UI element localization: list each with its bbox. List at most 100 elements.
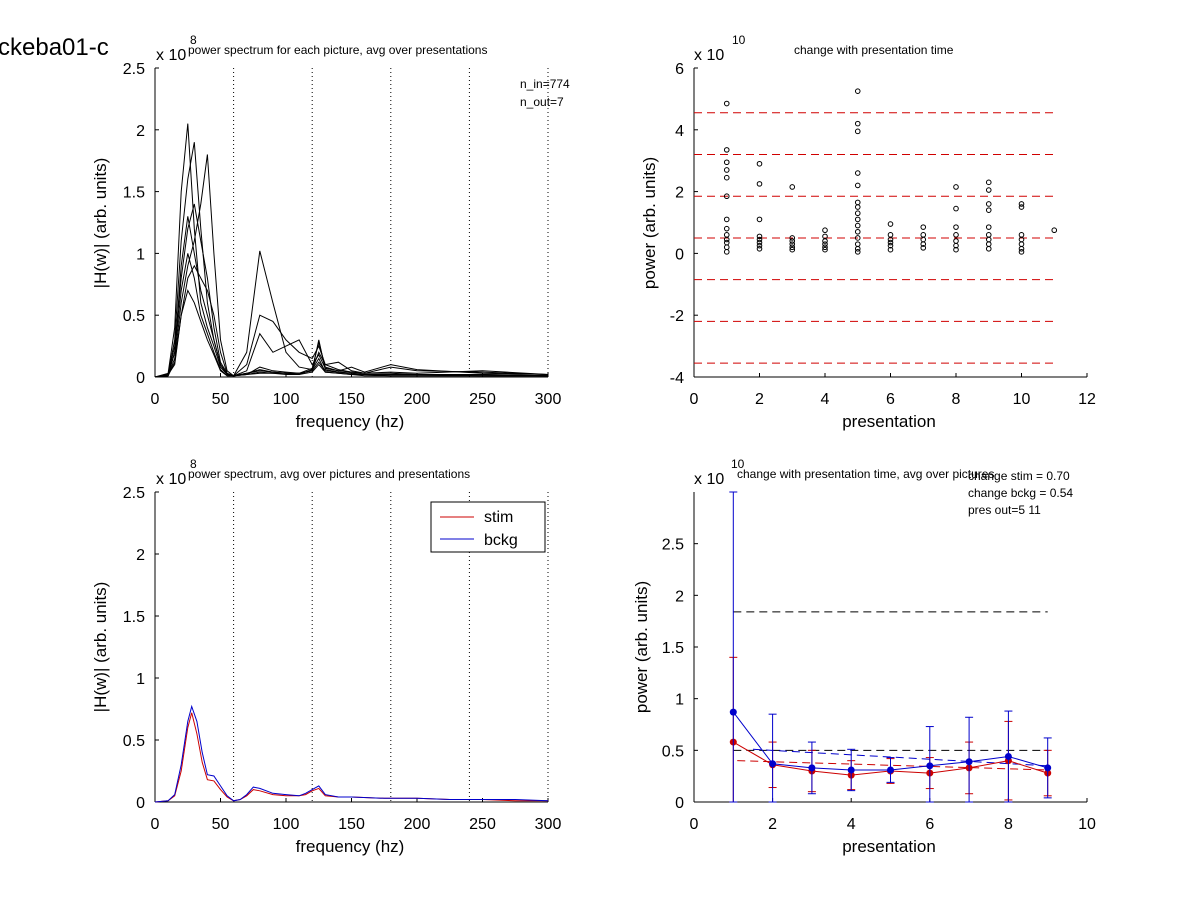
chart-title: change with presentation time, avg over …: [737, 467, 994, 481]
scatter-point: [723, 232, 730, 238]
scatter-point: [985, 187, 992, 193]
legend-label-stim: stim: [484, 509, 513, 526]
y-tick-label: 2.5: [123, 61, 145, 78]
scatter-point: [822, 227, 828, 234]
scatter-point: [723, 147, 730, 153]
scatter-point: [985, 224, 992, 230]
annotation-n-out: n_out=7: [520, 95, 564, 109]
scatter-point: [756, 216, 763, 223]
scatter-point: [920, 236, 927, 243]
x-tick-label: 0: [151, 816, 160, 833]
scatter-point: [756, 160, 763, 167]
scatter-point: [887, 221, 894, 227]
series-line-4: [154, 250, 549, 378]
x-tick-label: 0: [690, 391, 699, 408]
y-axis-label: |H(w)| (arb. units): [91, 158, 110, 289]
scatter-point: [723, 236, 730, 243]
scatter-point: [854, 228, 861, 235]
legend-label-bckg: bckg: [484, 532, 518, 549]
scatter-point: [920, 245, 927, 251]
scatter-point: [854, 249, 861, 255]
scatter-point: [854, 245, 861, 252]
scatter-point: [822, 241, 828, 247]
y-axis-multiplier: x 10: [156, 471, 186, 488]
y-tick-label: 2: [675, 588, 684, 605]
scatter-point: [985, 241, 992, 247]
chart-title: power spectrum, avg over pictures and pr…: [188, 467, 470, 481]
data-point: [887, 766, 894, 774]
y-axis-exponent: 10: [732, 33, 746, 47]
series-line-2: [154, 154, 548, 378]
x-tick-label: 2: [755, 391, 764, 408]
data-point: [1044, 764, 1052, 772]
y-tick-label: 0: [136, 795, 145, 812]
scatter-point: [723, 244, 730, 251]
scatter-point: [1018, 201, 1025, 207]
series-line-stim: [154, 712, 548, 803]
x-tick-label: 250: [469, 816, 496, 833]
scatter-point: [887, 246, 894, 253]
scatter-point: [854, 222, 861, 229]
y-tick-label: 0: [675, 795, 684, 812]
x-tick-label: 8: [1004, 816, 1013, 833]
scatter-point: [756, 236, 763, 243]
plot-area: 0 50 100 150 200 250 300 0 0.5 1 1.5 2 2.5: [123, 485, 562, 833]
scatter-point: [985, 232, 992, 238]
scatter-point: [953, 184, 959, 190]
scatter-point: [723, 159, 730, 166]
x-tick-label: 150: [338, 816, 365, 833]
y-tick-label: 0.5: [123, 308, 145, 325]
scatter-point: [756, 181, 763, 187]
y-axis-multiplier: x 10: [694, 47, 724, 64]
x-tick-label: 8: [952, 391, 961, 408]
x-tick-label: 300: [535, 391, 562, 408]
scatter-point: [920, 241, 927, 247]
x-tick-label: 6: [925, 816, 934, 833]
y-tick-label: 1.5: [123, 609, 145, 626]
scatter-point: [854, 235, 861, 241]
scatter-point: [723, 193, 730, 200]
scatter-point: [887, 239, 894, 246]
annotation-pres-out: pres out=5 11: [968, 503, 1041, 517]
x-tick-label: 10: [1078, 816, 1096, 833]
scatter-point: [822, 246, 828, 253]
trend-line: [752, 748, 1048, 767]
scatter-point: [822, 238, 828, 244]
x-axis-label: presentation: [842, 837, 936, 856]
chart-average-spectrum: 0 50 100 150 200 250 300 0 0.5 1 1.5 2 2.5 power spe…: [91, 457, 561, 856]
plot-area: 0 2 4 6 8 10 12 -4 -2 0 2 4 6: [670, 61, 1096, 408]
scatter-point: [887, 232, 894, 238]
scatter-point: [789, 246, 796, 253]
data-point: [1004, 753, 1012, 761]
scatter-point: [1018, 249, 1025, 255]
scatter-point: [756, 233, 763, 240]
y-axis-exponent: 8: [190, 457, 197, 471]
scatter-point: [985, 201, 992, 207]
series-line-3: [154, 142, 548, 378]
y-tick-label: 2: [136, 547, 145, 564]
scatter-point: [854, 128, 861, 135]
scatter-point: [1018, 245, 1025, 252]
x-tick-label: 0: [690, 816, 699, 833]
scatter-point: [789, 235, 796, 241]
scatter-point: [1051, 227, 1058, 234]
scatter-point: [756, 245, 763, 252]
data-point: [729, 708, 737, 716]
scatter-point: [1018, 241, 1025, 247]
x-tick-label: 200: [404, 391, 431, 408]
y-axis-multiplier: x 10: [156, 47, 186, 64]
scatter-point: [854, 182, 861, 189]
x-tick-label: 100: [273, 816, 300, 833]
scatter-point: [723, 239, 730, 246]
x-tick-label: 4: [821, 391, 830, 408]
scatter-point: [854, 210, 861, 217]
scatter-point: [953, 232, 959, 238]
scatter-point: [854, 170, 861, 176]
y-axis-label: power (arb. units): [640, 157, 659, 289]
y-tick-label: 0: [136, 370, 145, 387]
y-tick-label: 1: [136, 671, 145, 688]
y-axis-label: power (arb. units): [632, 581, 651, 713]
chart-title: change with presentation time: [794, 43, 954, 57]
scatter-point: [854, 88, 861, 94]
